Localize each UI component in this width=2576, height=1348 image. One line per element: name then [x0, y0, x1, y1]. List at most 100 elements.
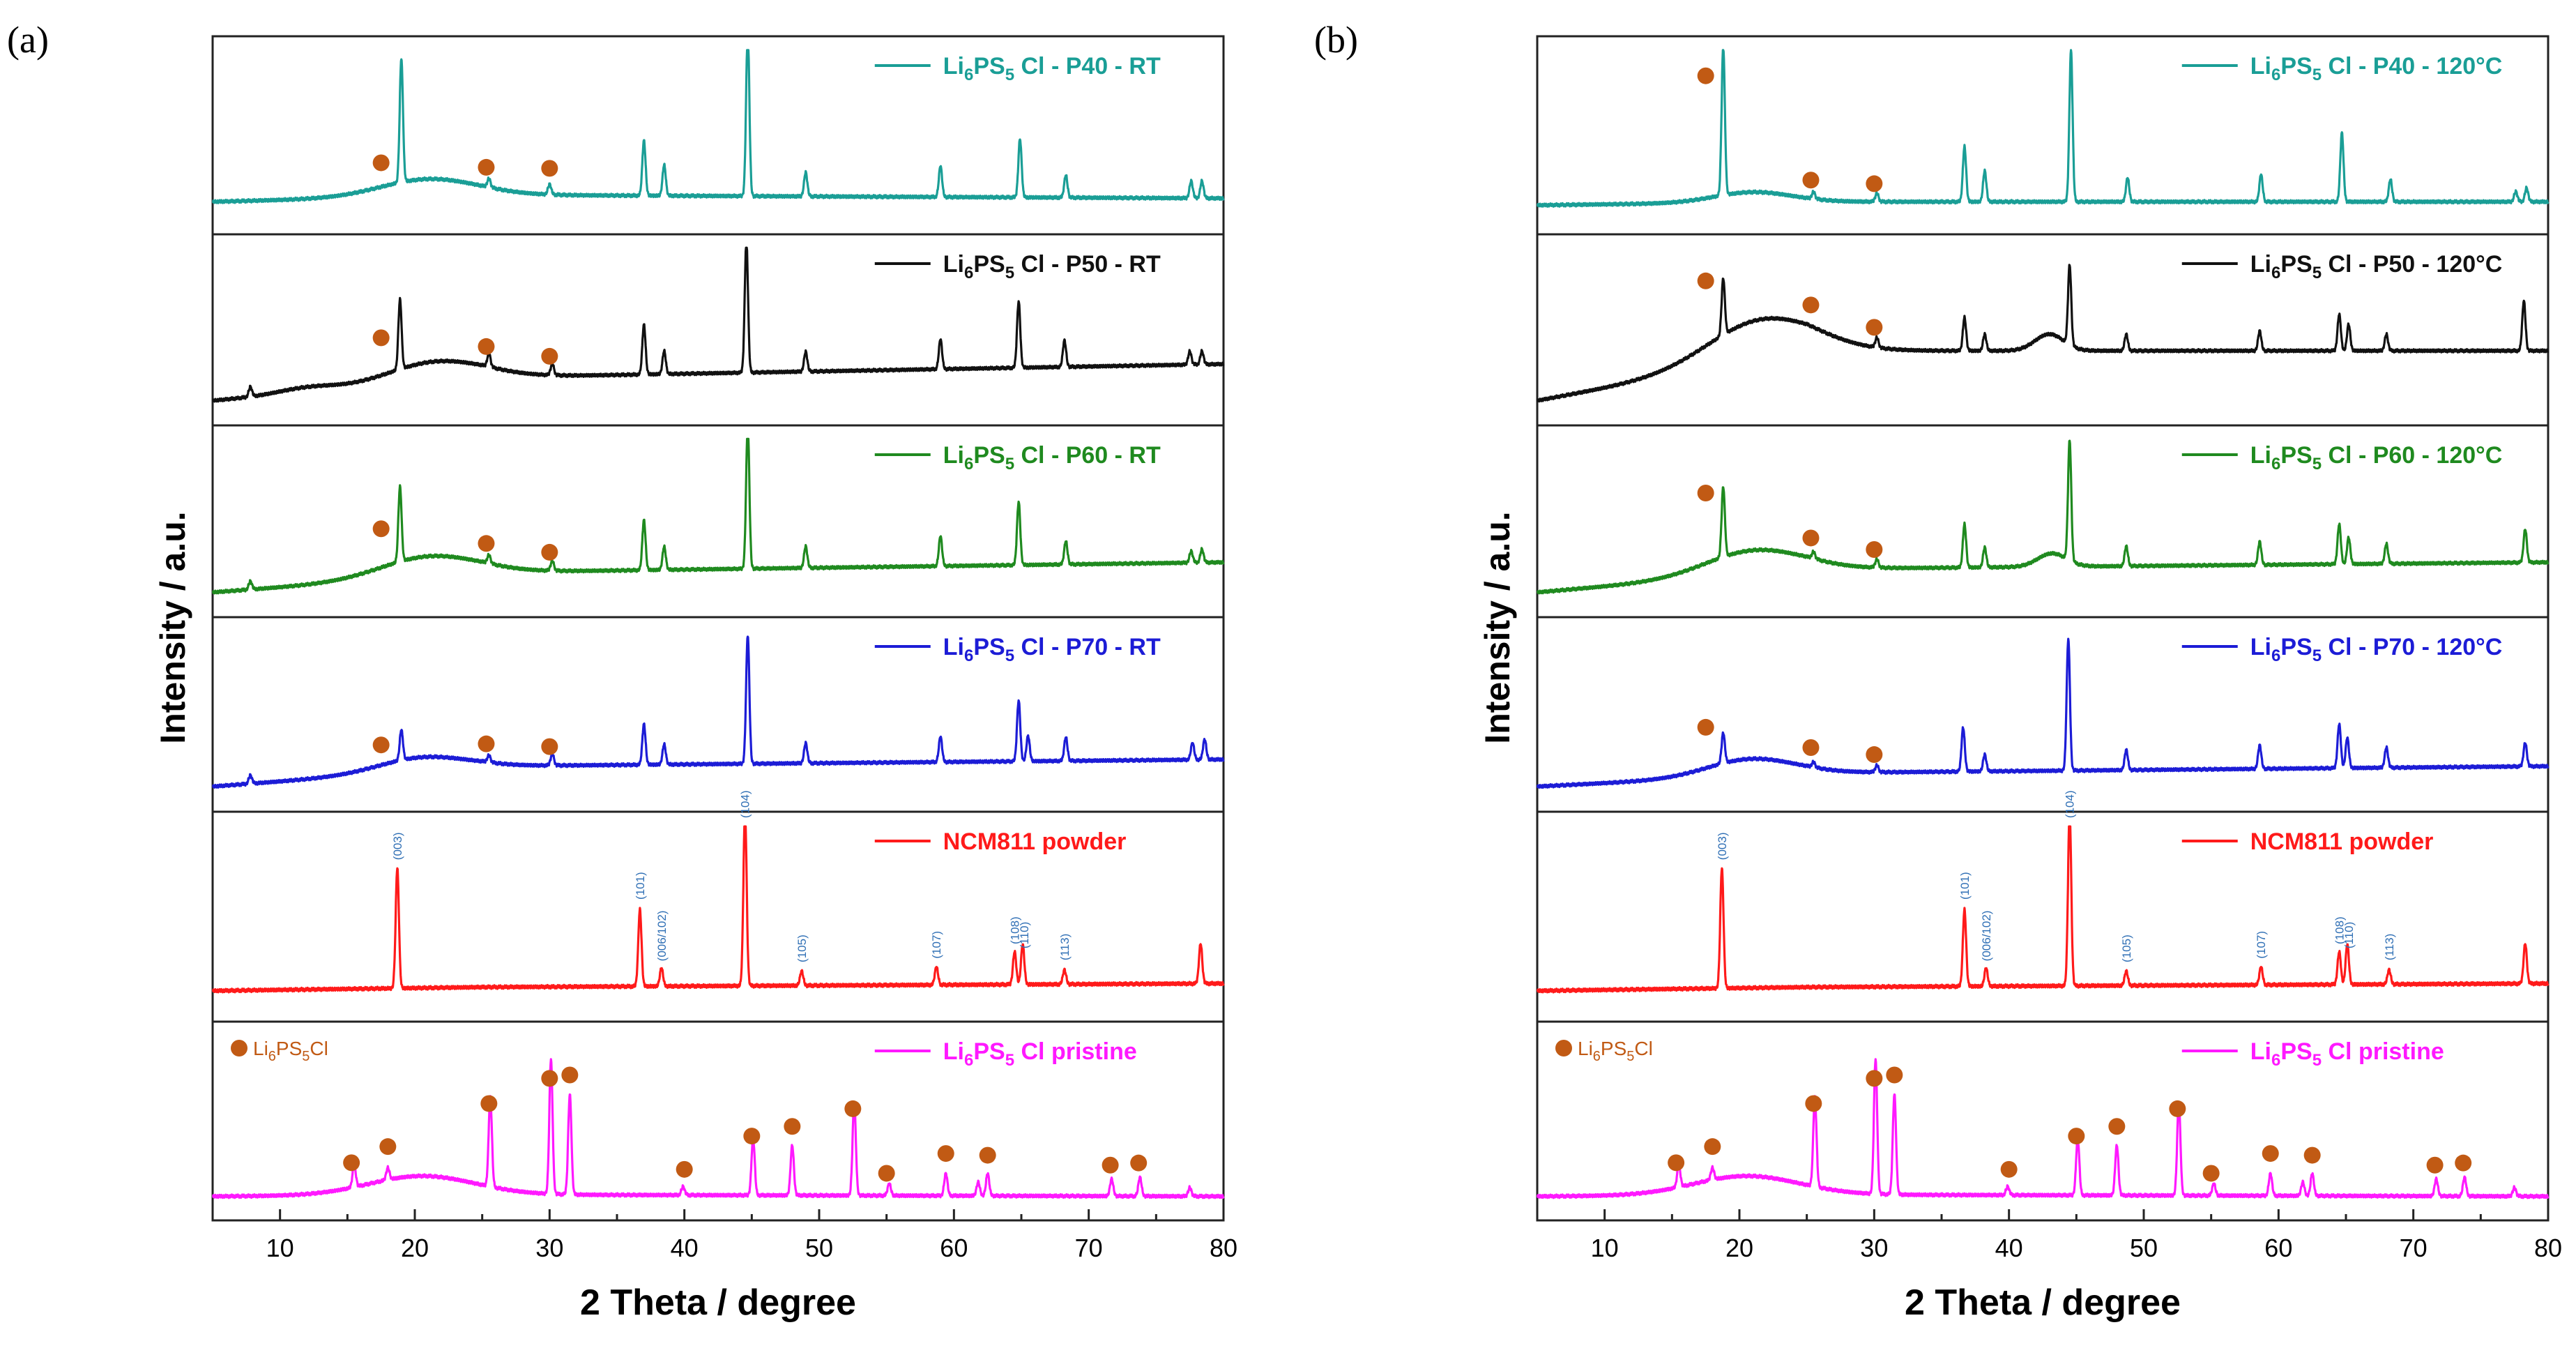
hkl-label: (110): [2342, 922, 2356, 948]
hkl-label: (006/102): [1980, 911, 1993, 962]
subplot-P40: Li6PS5 Cl - P40 - 120°C: [1536, 35, 2550, 236]
li6ps5cl-marker: [1802, 172, 1820, 189]
subplot-P70: Li6PS5 Cl - P70 - 120°C: [1536, 616, 2550, 813]
y-axis-label: Intensity / a.u.: [153, 511, 192, 743]
panel-b: (b) Intensity / a.u. 2 Theta / degree Li6PS…: [1314, 19, 2562, 1323]
li6ps5cl-marker: [478, 535, 495, 552]
li6ps5cl-marker: [379, 1138, 397, 1156]
legend-label-P70: Li6PS5 Cl - P70 - 120°C: [2250, 634, 2503, 665]
li6ps5cl-marker: [541, 543, 558, 561]
li6ps5cl-marker: [1802, 529, 1820, 547]
li6ps5cl-marker: [541, 738, 558, 755]
li6ps5cl-marker: [2426, 1156, 2444, 1174]
legend-label-NCM811: NCM811 powder: [943, 828, 1127, 855]
subplot-P40: Li6PS5 Cl - P40 - RT: [211, 35, 1225, 236]
li6ps5cl-marker: [784, 1118, 801, 1135]
legend-label-P60: Li6PS5 Cl - P60 - RT: [943, 442, 1161, 474]
li6ps5cl-marker: [1886, 1066, 1903, 1084]
legend-marker-icon: [231, 1040, 247, 1057]
li6ps5cl-marker: [478, 338, 495, 355]
subplot-P60: Li6PS5 Cl - P60 - RT: [211, 424, 1225, 619]
subplot-P60: Li6PS5 Cl - P60 - 120°C: [1536, 424, 2550, 619]
series-line-NCM811: [211, 825, 1225, 994]
li6ps5cl-marker: [743, 1128, 761, 1145]
subplot-frame: [1536, 1020, 2550, 1222]
li6ps5cl-marker: [1704, 1138, 1721, 1156]
subplot-NCM811: NCM811 powder (003) (101) (006/102) (104) (10…: [1536, 790, 2550, 1023]
x-axis-label: 2 Theta / degree: [580, 1282, 856, 1323]
li6ps5cl-marker: [478, 158, 495, 176]
li6ps5cl-marker: [541, 347, 558, 365]
series-line-P70: [211, 635, 1225, 789]
li6ps5cl-marker: [1805, 1095, 1822, 1112]
legend-label-P70: Li6PS5 Cl - P70 - RT: [943, 634, 1161, 665]
x-tick-label: 30: [1860, 1234, 1888, 1262]
series-line-P70: [1536, 637, 2550, 789]
x-tick-label: 10: [1591, 1234, 1619, 1262]
li6ps5cl-marker: [878, 1165, 895, 1182]
hkl-label: (108): [1008, 916, 1021, 944]
li6ps5cl-marker: [1697, 272, 1714, 289]
legend-label-P50: Li6PS5 Cl - P50 - 120°C: [2250, 251, 2503, 282]
hkl-label: (104): [739, 790, 752, 818]
x-axis: 10 20 30 40 50 60 70 80: [211, 1209, 1237, 1262]
x-tick-label: 10: [266, 1234, 294, 1262]
x-tick-label: 70: [1075, 1234, 1103, 1262]
hkl-label: (101): [634, 872, 647, 900]
legend-marker-icon: [1555, 1040, 1572, 1057]
legend-label-pristine: Li6PS5 Cl pristine: [2250, 1038, 2444, 1070]
hkl-label: (110): [1018, 922, 1031, 948]
hkl-label: (113): [1058, 934, 1072, 960]
panel-letter: (b): [1314, 19, 1358, 61]
li6ps5cl-marker: [372, 520, 390, 538]
li6ps5cl-marker: [561, 1066, 579, 1084]
x-tick-label: 50: [2130, 1234, 2158, 1262]
hkl-label: (006/102): [655, 911, 669, 962]
hkl-label: (003): [1716, 833, 1729, 861]
x-tick-label: 80: [2534, 1234, 2562, 1262]
li6ps5cl-marker: [1102, 1156, 1119, 1174]
li6ps5cl-marker: [1802, 296, 1820, 314]
li6ps5cl-marker: [541, 1070, 558, 1087]
series-line-pristine: [211, 1058, 1225, 1199]
subplot-P70: Li6PS5 Cl - P70 - RT: [211, 616, 1225, 813]
hkl-label: (108): [2333, 916, 2346, 944]
legend-label-P40: Li6PS5 Cl - P40 - RT: [943, 53, 1161, 84]
series-line-P60: [1536, 439, 2550, 595]
x-tick-label: 40: [671, 1234, 699, 1262]
legend-marker-label: Li6PS5Cl: [1578, 1038, 1653, 1064]
series-line-pristine: [1536, 1058, 2550, 1199]
hkl-label: (105): [2120, 934, 2133, 962]
subplot-NCM811: NCM811 powder (003) (101) (006/102) (104) (10…: [211, 790, 1225, 1023]
x-tick-label: 30: [535, 1234, 563, 1262]
x-axis-label: 2 Theta / degree: [1905, 1282, 2181, 1323]
li6ps5cl-marker: [1697, 67, 1714, 84]
li6ps5cl-marker: [372, 329, 390, 347]
hkl-label: (101): [1958, 872, 1972, 900]
li6ps5cl-marker: [979, 1146, 996, 1164]
li6ps5cl-marker: [1668, 1154, 1685, 1172]
hkl-label: (003): [391, 833, 404, 861]
panel-a: (a) Intensity / a.u. 2 Theta / degree Li6PS…: [7, 19, 1237, 1323]
li6ps5cl-marker: [1697, 718, 1714, 736]
li6ps5cl-marker: [541, 160, 558, 177]
legend-label-P40: Li6PS5 Cl - P40 - 120°C: [2250, 53, 2503, 84]
hkl-label: (113): [2383, 934, 2396, 960]
legend-label-P50: Li6PS5 Cl - P50 - RT: [943, 251, 1161, 282]
li6ps5cl-marker: [2202, 1165, 2220, 1182]
series-line-P40: [211, 49, 1225, 204]
x-tick-label: 20: [401, 1234, 429, 1262]
li6ps5cl-marker: [2303, 1146, 2321, 1164]
x-tick-label: 20: [1725, 1234, 1753, 1262]
subplot-pristine: Li6PS5 Cl pristine Li6PS5Cl: [1536, 1020, 2550, 1222]
x-tick-label: 80: [1210, 1234, 1237, 1262]
li6ps5cl-marker: [1866, 540, 1883, 558]
x-tick-label: 60: [940, 1234, 968, 1262]
hkl-label: (107): [930, 931, 943, 959]
x-tick-label: 60: [2264, 1234, 2292, 1262]
li6ps5cl-marker: [1130, 1154, 1148, 1172]
subplot-frame: [211, 1020, 1225, 1222]
li6ps5cl-marker: [1866, 746, 1883, 764]
series-line-P50: [211, 246, 1225, 403]
